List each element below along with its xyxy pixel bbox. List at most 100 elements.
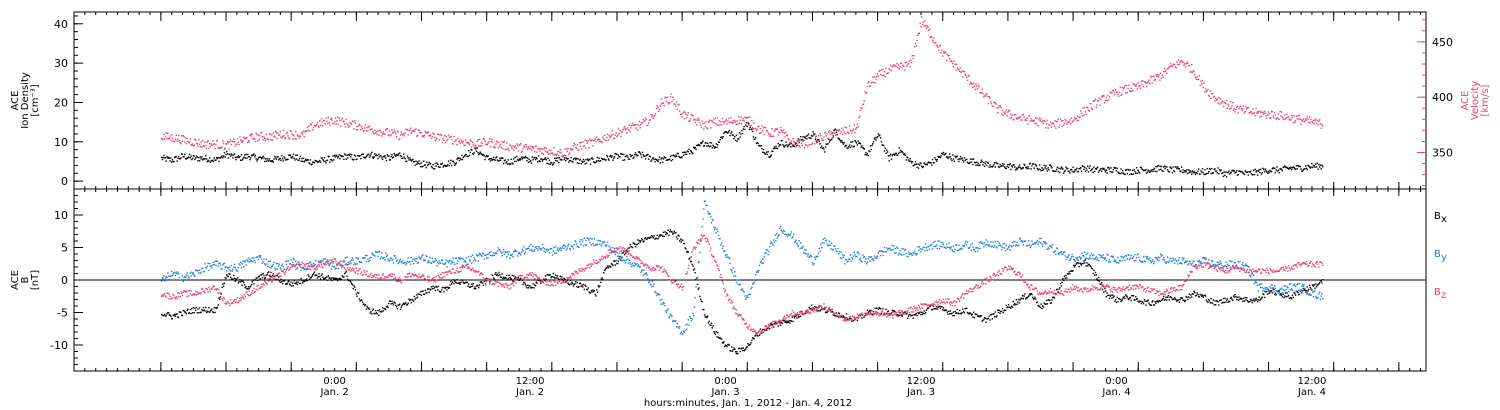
data-point — [442, 137, 444, 140]
data-point — [1294, 168, 1297, 171]
data-point — [793, 317, 796, 319]
data-point — [962, 70, 965, 73]
data-point — [285, 283, 287, 285]
data-point — [1104, 99, 1107, 102]
data-point — [527, 157, 529, 159]
data-point — [1164, 298, 1166, 301]
data-point — [1258, 169, 1260, 171]
data-point — [1284, 295, 1286, 297]
data-point — [305, 130, 308, 133]
data-point — [1124, 173, 1126, 176]
data-point — [993, 316, 996, 318]
data-point — [569, 147, 572, 150]
data-point — [1083, 260, 1085, 262]
data-point — [448, 287, 451, 289]
data-point — [1101, 167, 1104, 169]
data-point — [219, 298, 221, 300]
data-point — [442, 166, 444, 168]
data-point — [389, 159, 392, 161]
data-point — [161, 277, 164, 279]
data-point — [838, 312, 840, 314]
data-point — [534, 284, 536, 286]
data-point — [167, 312, 170, 314]
data-point — [686, 153, 688, 155]
data-point — [837, 315, 839, 318]
data-point — [665, 159, 668, 161]
data-point — [371, 253, 374, 255]
data-point — [781, 130, 783, 132]
data-point — [528, 285, 530, 287]
data-point — [1190, 294, 1192, 296]
data-point — [668, 234, 670, 237]
data-point — [699, 145, 701, 147]
data-point — [494, 252, 496, 255]
data-point — [730, 117, 732, 119]
data-point — [939, 156, 942, 159]
data-point — [298, 137, 301, 139]
data-point — [364, 157, 367, 159]
data-point — [388, 260, 390, 262]
data-point — [1026, 168, 1028, 170]
data-point — [482, 142, 484, 145]
data-point — [912, 165, 914, 167]
data-point — [1141, 83, 1143, 86]
data-point — [205, 311, 208, 314]
data-point — [1161, 299, 1163, 301]
data-point — [696, 119, 699, 121]
data-point — [914, 163, 916, 166]
data-point — [493, 145, 495, 147]
data-point — [982, 319, 984, 321]
data-point — [814, 133, 816, 135]
data-point — [337, 278, 340, 280]
data-point — [1002, 312, 1004, 314]
data-point — [210, 143, 212, 145]
data-point — [1229, 300, 1231, 303]
data-point — [716, 336, 718, 338]
data-point — [508, 274, 510, 276]
data-point — [685, 113, 687, 115]
data-point — [945, 59, 948, 61]
data-point — [1291, 294, 1294, 296]
data-point — [553, 276, 555, 278]
data-point — [641, 238, 643, 240]
data-point — [925, 309, 928, 312]
data-point — [385, 255, 388, 257]
data-point — [267, 139, 270, 141]
data-point — [471, 149, 473, 151]
data-point — [368, 260, 370, 263]
data-point — [1057, 291, 1059, 293]
data-point — [1049, 299, 1051, 301]
data-point — [394, 302, 396, 304]
data-point — [894, 153, 897, 155]
series-right — [160, 16, 1324, 158]
data-point — [209, 310, 212, 312]
data-point — [1007, 306, 1009, 308]
data-point — [1146, 172, 1148, 174]
data-point — [792, 144, 794, 146]
data-point — [288, 260, 290, 262]
data-point — [1018, 302, 1021, 304]
data-point — [468, 150, 470, 152]
data-point — [432, 132, 434, 134]
data-point — [1032, 296, 1034, 299]
data-point — [197, 269, 199, 272]
data-point — [1153, 79, 1156, 82]
data-point — [1270, 290, 1273, 292]
data-point — [1223, 101, 1225, 104]
data-point — [240, 281, 242, 283]
data-point — [291, 285, 293, 287]
data-point — [360, 129, 362, 131]
data-point — [682, 111, 685, 113]
data-point — [1136, 172, 1139, 174]
data-point — [296, 283, 298, 285]
data-point — [253, 137, 255, 139]
data-point — [160, 313, 163, 316]
data-point — [779, 143, 781, 146]
data-point — [579, 142, 581, 144]
data-point — [659, 235, 661, 237]
data-point — [844, 318, 846, 320]
data-point — [453, 261, 455, 263]
data-point — [1201, 295, 1203, 297]
data-point — [377, 309, 379, 312]
data-point — [1007, 109, 1010, 112]
